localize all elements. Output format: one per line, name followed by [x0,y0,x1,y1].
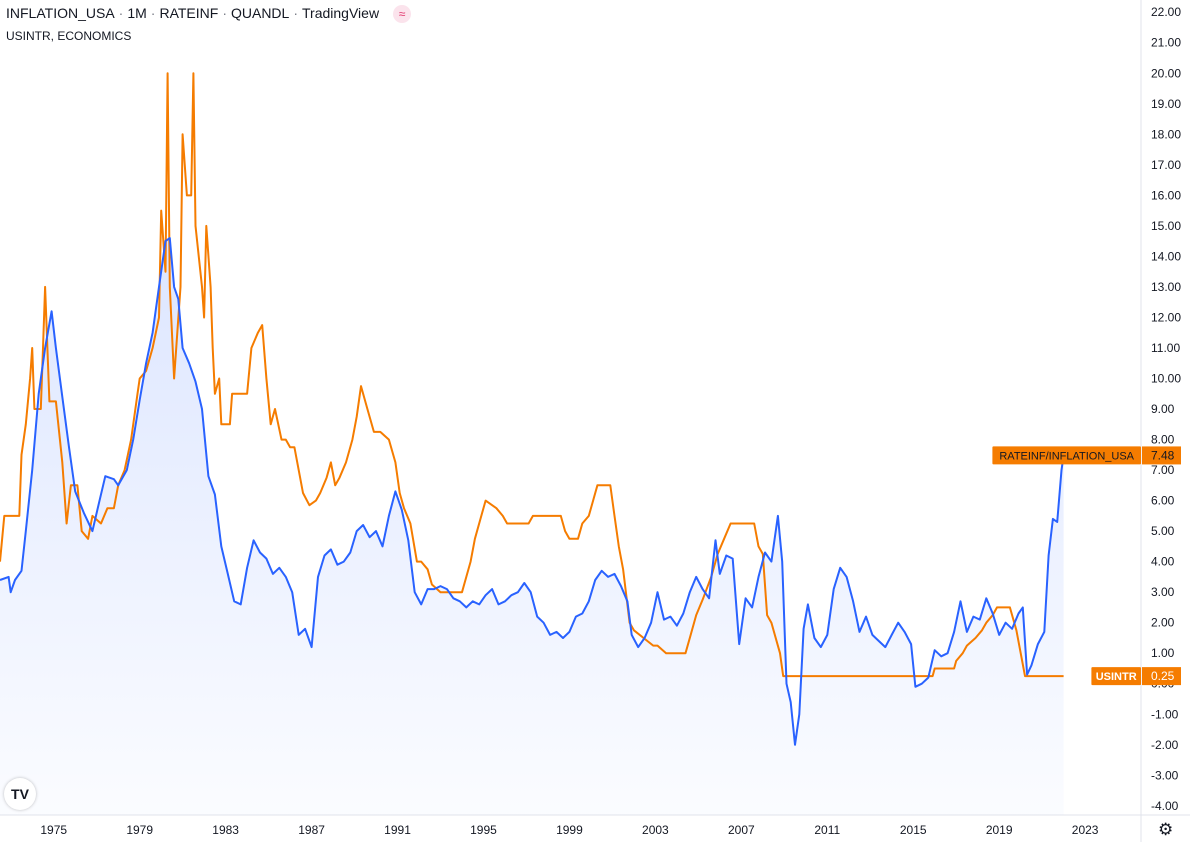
y-tick-label-25: -3.00 [1151,768,1179,782]
series-name-tag-bg-1 [1091,667,1141,686]
series-value-tag-bg-0 [1142,446,1181,465]
x-tick-label-7: 2003 [642,823,669,837]
y-tick-label-9: 13.00 [1151,280,1181,294]
x-tick-label-3: 1987 [298,823,325,837]
source-label: QUANDL [230,5,290,21]
y-tick-label-17: 5.00 [1151,524,1175,538]
y-tick-label-12: 10.00 [1151,372,1181,386]
series-line-0[interactable] [0,237,1065,746]
symbol-name[interactable]: INFLATION_USA [6,5,115,21]
last-value-label-0: RATEINF/INFLATION_USA 7.48 [992,446,1181,465]
y-tick-label-8: 14.00 [1151,249,1181,263]
series-line-1[interactable] [0,72,1064,678]
y-tick-label-7: 15.00 [1151,219,1181,233]
price-axis[interactable]: 22.00 21.00 20.00 19.00 18.00 17.00 16.00 15.00… [1151,5,1181,813]
x-tick-label-1: 1979 [126,823,153,837]
compare-symbols[interactable]: USINTR, ECONOMICS [6,29,132,43]
y-tick-label-18: 4.00 [1151,555,1175,569]
y-tick-label-16: 6.00 [1151,494,1175,508]
approx-icon[interactable]: ≈ [393,5,412,24]
series-value-tag-bg-1 [1142,667,1181,686]
y-tick-label-3: 19.00 [1151,97,1181,111]
x-tick-label-0: 1975 [40,823,67,837]
last-value-labels: RATEINF/INFLATION_USA 7.48 USINTR 0.25 [992,446,1181,686]
x-tick-label-8: 2007 [728,823,755,837]
gear-icon[interactable]: ⚙ [1158,820,1174,839]
y-tick-label-11: 11.00 [1151,341,1180,355]
chart-header: INFLATION_USA · 1M · RATEINF · QUANDL · TradingV… [6,5,412,24]
y-tick-label-15: 7.00 [1151,463,1175,477]
series-name-tag-bg-0 [992,446,1141,465]
y-tick-label-0: 22.00 [1151,5,1181,19]
platform-label: TradingView [302,5,380,21]
y-tick-label-4: 18.00 [1151,127,1181,141]
x-tick-label-11: 2019 [986,823,1013,837]
x-tick-label-10: 2015 [900,823,927,837]
y-tick-label-10: 12.00 [1151,310,1181,324]
y-tick-label-24: -2.00 [1151,738,1179,752]
y-tick-label-19: 3.00 [1151,585,1175,599]
y-tick-label-26: -4.00 [1151,799,1179,813]
tradingview-logo-icon[interactable]: TV [4,778,36,810]
x-tick-label-6: 1999 [556,823,583,837]
plot-area [0,72,1065,816]
series-name-tag-1: USINTR [1096,671,1137,683]
y-tick-label-13: 9.00 [1151,402,1175,416]
x-tick-label-9: 2011 [814,823,840,837]
y-tick-label-1: 21.00 [1151,36,1181,50]
last-value-label-1: USINTR 0.25 [1091,667,1181,686]
x-tick-label-12: 2023 [1072,823,1099,837]
interval-label[interactable]: 1M [127,5,147,21]
x-tick-label-4: 1991 [384,823,411,837]
y-tick-label-20: 2.00 [1151,616,1175,630]
series-name-tag-0: RATEINF/INFLATION_USA [999,450,1134,462]
x-tick-label-5: 1995 [470,823,497,837]
y-tick-label-5: 17.00 [1151,158,1181,172]
y-tick-label-23: -1.00 [1151,707,1179,721]
series-area-0 [0,238,1064,816]
y-tick-label-6: 16.00 [1151,188,1181,202]
series-value-tag-0: 7.48 [1151,448,1175,462]
series-value-tag-1: 0.25 [1151,669,1175,683]
ratio-name: RATEINF [159,5,219,21]
x-tick-label-2: 1983 [212,823,239,837]
y-tick-label-14: 8.00 [1151,433,1175,447]
y-tick-label-2: 20.00 [1151,66,1181,80]
time-axis[interactable]: 1975 1979 1983 1987 1991 1995 1999 2003 2007 2011… [40,823,1098,837]
y-tick-label-21: 1.00 [1151,646,1175,660]
